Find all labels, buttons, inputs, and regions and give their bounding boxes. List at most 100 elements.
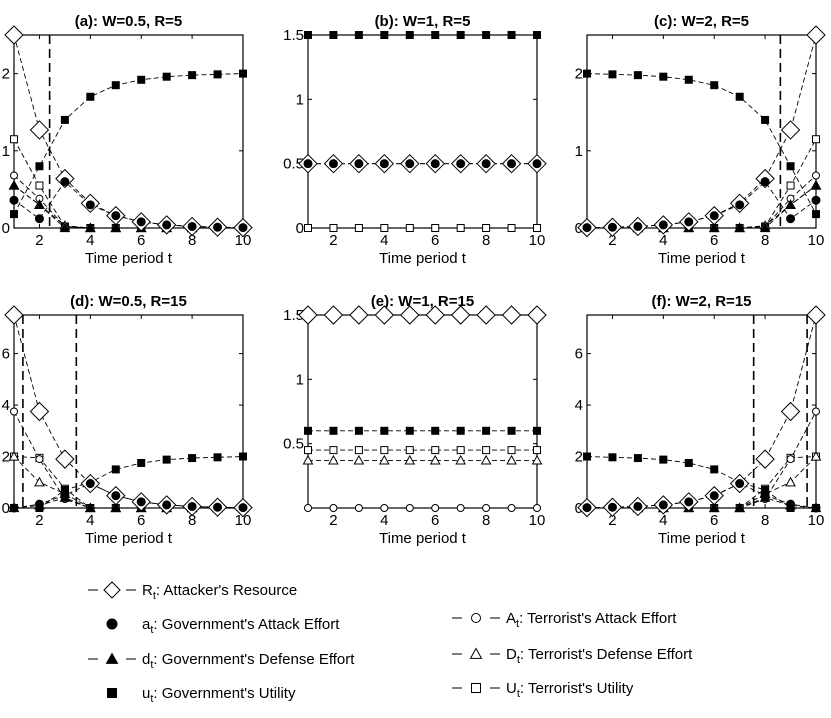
series-line-d [13, 497, 243, 509]
x-tick-label: 4 [380, 232, 388, 249]
data-point-a [136, 217, 146, 227]
y-tick-label: 2 [575, 66, 583, 83]
data-point-U [812, 135, 820, 144]
data-point-u [735, 92, 744, 101]
x-tick-label: 2 [35, 232, 43, 249]
data-point-R [501, 305, 522, 325]
series-line-R [13, 314, 244, 509]
x-tick-label: 6 [710, 232, 718, 249]
legend-subscript: t [153, 590, 156, 602]
legend-label-U: Ut: Terrorist's Utility [506, 680, 634, 700]
data-point-D [378, 454, 390, 465]
x-tick-label: 8 [188, 512, 196, 529]
y-tick-label: 1.5 [283, 307, 304, 324]
data-point-u [60, 115, 69, 124]
data-point-d [759, 222, 771, 233]
y-tick-label: 0.5 [283, 436, 304, 453]
legend-label-R: Rt: Attacker's Resource [142, 582, 297, 602]
legend-symbol: U [506, 680, 517, 697]
legend-text: : Terrorist's Utility [520, 680, 634, 697]
data-point-u [786, 162, 795, 171]
data-point-D [480, 454, 492, 465]
data-point-A [10, 171, 18, 180]
data-point-a [162, 500, 172, 510]
data-point-a [85, 200, 95, 210]
legend-subscript: t [517, 654, 520, 666]
y-tick-label: 6 [575, 346, 583, 363]
y-tick-label: 6 [2, 346, 10, 363]
data-point-A [354, 504, 363, 512]
data-point-u [405, 31, 414, 39]
data-point-A [482, 504, 491, 512]
data-point-u [710, 81, 719, 90]
data-point-u [329, 31, 338, 39]
x-axis-label: Time period t [85, 250, 173, 267]
x-axis-label: Time period t [658, 250, 746, 267]
x-axis-label: Time period t [379, 530, 467, 547]
legend-text: : Attacker's Resource [156, 582, 297, 599]
data-point-a [430, 159, 440, 169]
legend-text: : Government's Defense Effort [153, 651, 355, 668]
data-point-d [84, 502, 96, 513]
data-point-D [506, 454, 517, 465]
legend-marker-D [469, 647, 483, 659]
data-point-a [303, 159, 313, 169]
data-point-U [507, 224, 516, 232]
data-point-R [780, 120, 801, 140]
legend-marker-U [471, 683, 481, 693]
chart-title: (b): W=1, R=5 [375, 13, 471, 30]
data-point-A [507, 504, 516, 512]
data-point-u [431, 31, 440, 39]
x-tick-label: 2 [35, 512, 43, 529]
data-point-R [400, 305, 420, 325]
data-point-R [806, 305, 826, 325]
legend-item-R: Rt: Attacker's Resource [88, 581, 297, 602]
data-point-u [188, 71, 197, 80]
data-point-u [35, 162, 44, 171]
data-point-d [785, 199, 796, 209]
data-point-a [34, 499, 44, 509]
data-point-D [429, 454, 441, 465]
series-line-a [13, 483, 244, 509]
legend-subscript: t [516, 618, 519, 630]
series-line-U [13, 139, 243, 229]
legend-item-D: Dt: Terrorist's Defense Effort [452, 646, 693, 666]
data-point-a [786, 214, 796, 224]
chart-title: (e): W=1, R=15 [371, 293, 474, 310]
series-line-u [14, 456, 244, 509]
x-tick-label: 6 [137, 232, 145, 249]
data-point-a [213, 222, 223, 232]
data-point-a [607, 502, 617, 512]
legend-marker-d [105, 652, 119, 664]
x-tick-label: 2 [608, 232, 616, 249]
plot-frame [13, 34, 244, 229]
series-line-d [587, 185, 817, 229]
x-tick-label: 8 [761, 232, 769, 249]
data-point-U [507, 446, 516, 455]
legend-marker-A [471, 613, 481, 623]
legend-subscript: t [150, 624, 153, 636]
data-point-d [734, 502, 746, 513]
data-point-a [162, 220, 172, 230]
data-point-a [633, 221, 643, 231]
data-point-a [582, 503, 592, 513]
data-point-R [476, 305, 496, 325]
data-point-a [136, 497, 146, 507]
data-point-d [110, 502, 122, 513]
legend-symbol: u [142, 685, 150, 702]
data-point-u [304, 426, 312, 435]
chart-panel-5: (e): W=1, R=15 2 4 6 8 10 0.5 1 1.5 Time period t [283, 293, 547, 547]
x-tick-label: 2 [329, 232, 337, 249]
data-point-u [354, 31, 363, 39]
data-point-u [380, 31, 389, 39]
data-point-u [583, 452, 591, 461]
data-point-U [533, 224, 541, 232]
y-tick-label: 4 [575, 397, 583, 414]
chart-panel-2: (b): W=1, R=5 2 4 6 8 10 0 0.5 1 1.5 Time period t [283, 13, 547, 267]
data-point-u [482, 426, 491, 435]
series-line-a [586, 180, 817, 229]
data-point-a [238, 503, 248, 513]
